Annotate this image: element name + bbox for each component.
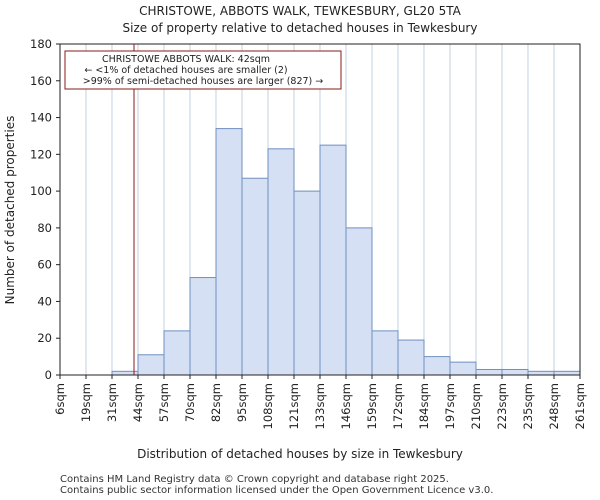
- y-tick-label: 80: [37, 221, 52, 235]
- y-tick-label: 140: [30, 111, 52, 125]
- x-tick-label: 95sqm: [235, 383, 249, 422]
- y-tick-label: 180: [30, 37, 52, 51]
- y-tick-label: 100: [30, 184, 52, 198]
- x-tick-label: 172sqm: [391, 383, 405, 429]
- x-axis-label: Distribution of detached houses by size …: [137, 447, 463, 461]
- x-tick-label: 133sqm: [313, 383, 327, 429]
- x-tick-label: 121sqm: [287, 383, 301, 429]
- histogram-bar: [449, 361, 477, 376]
- histogram-bar: [397, 339, 425, 376]
- x-tick-label: 235sqm: [521, 383, 535, 429]
- y-axis-label: Number of detached properties: [3, 116, 17, 305]
- histogram-bar: [423, 356, 451, 376]
- x-tick-label: 210sqm: [469, 383, 483, 429]
- histogram-bar: [501, 368, 529, 376]
- annotation-box: CHRISTOWE ABBOTS WALK: 42sqm ← <1% of de…: [64, 50, 342, 90]
- histogram-bar: [137, 354, 165, 376]
- chart-subtitle: Size of property relative to detached ho…: [123, 21, 478, 35]
- chart-title: CHRISTOWE, ABBOTS WALK, TEWKESBURY, GL20…: [139, 4, 462, 18]
- x-tick-label: 223sqm: [495, 383, 509, 429]
- x-tick-label: 31sqm: [105, 383, 119, 422]
- y-tick-label: 60: [37, 258, 52, 272]
- histogram-bar: [345, 227, 373, 376]
- x-tick-label: 57sqm: [157, 383, 171, 422]
- histogram-bar: [553, 370, 581, 376]
- x-tick-label: 19sqm: [79, 383, 93, 422]
- x-tick-label: 108sqm: [261, 383, 275, 429]
- annotation-line-3: >99% of semi-detached houses are larger …: [83, 76, 324, 87]
- histogram-bar: [475, 368, 503, 376]
- x-tick-label: 146sqm: [339, 383, 353, 429]
- histogram-bar: [241, 177, 269, 376]
- x-tick-label: 70sqm: [183, 383, 197, 422]
- x-tick-label: 184sqm: [417, 383, 431, 429]
- y-tick-label: 120: [30, 147, 52, 161]
- footer-credit-line-2: Contains public sector information licen…: [60, 485, 494, 496]
- x-tick-label: 44sqm: [131, 383, 145, 422]
- annotation-line-1: CHRISTOWE ABBOTS WALK: 42sqm: [102, 54, 270, 65]
- histogram-bar: [527, 370, 555, 376]
- x-tick-label: 82sqm: [209, 383, 223, 422]
- y-tick-label: 20: [37, 331, 52, 345]
- histogram-bar: [189, 277, 217, 376]
- histogram-bar: [163, 330, 191, 376]
- y-tick-label: 160: [30, 74, 52, 88]
- x-tick-label: 248sqm: [547, 383, 561, 429]
- x-tick-label: 159sqm: [365, 383, 379, 429]
- histogram-bar: [293, 190, 321, 376]
- x-tick-label: 6sqm: [53, 383, 67, 415]
- annotation-line-2: ← <1% of detached houses are smaller (2): [84, 65, 287, 76]
- footer-credit-line-1: Contains HM Land Registry data © Crown c…: [60, 474, 449, 485]
- histogram-bar: [267, 148, 295, 376]
- histogram-bar: [371, 330, 399, 376]
- histogram-bar: [215, 128, 243, 376]
- x-tick-label: 197sqm: [443, 383, 457, 429]
- y-tick-label: 40: [37, 294, 52, 308]
- histogram-bar: [319, 144, 347, 376]
- y-tick-label: 0: [45, 368, 52, 382]
- x-tick-label: 261sqm: [573, 383, 587, 429]
